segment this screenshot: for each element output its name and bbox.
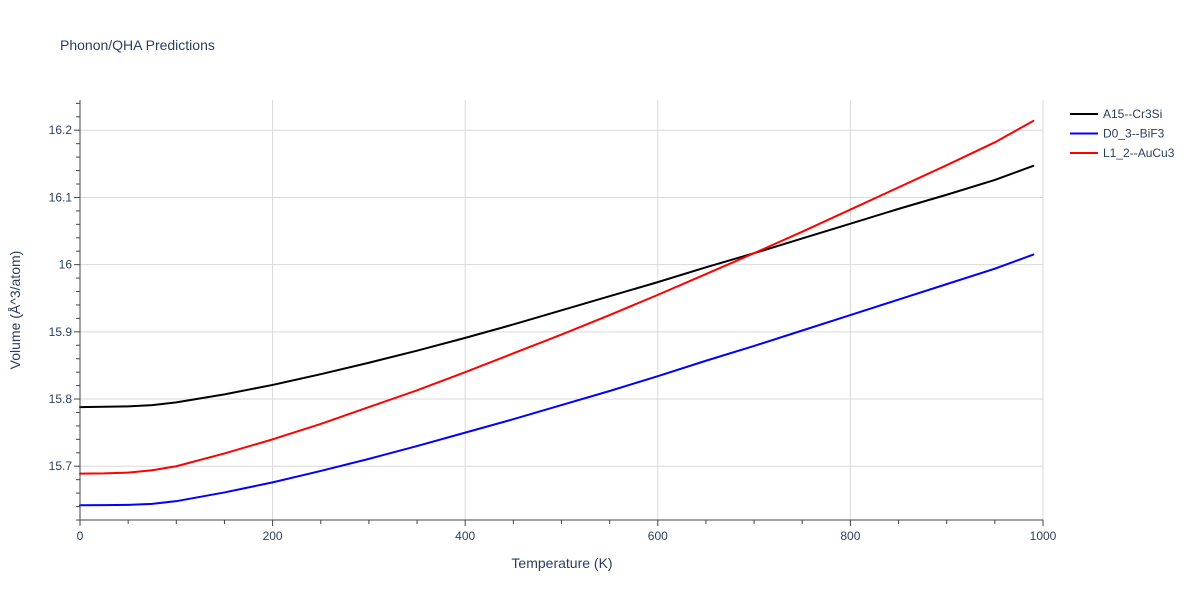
y-axis-title: Volume (Å^3/atom) <box>7 251 23 370</box>
series-line-L1_2--AuCu3 <box>79 119 1035 475</box>
legend-item-D0_3--BiF3[interactable]: D0_3--BiF3 <box>1070 127 1165 141</box>
x-tick-label-1000: 1000 <box>1030 529 1057 543</box>
legend[interactable]: A15--Cr3Si D0_3--BiF3 L1_2--AuCu3 <box>1070 107 1175 160</box>
legend-label: L1_2--AuCu3 <box>1103 146 1175 160</box>
legend-label: A15--Cr3Si <box>1103 107 1162 121</box>
x-axis-title: Temperature (K) <box>511 555 612 571</box>
y-tick-label-16.2: 16.2 <box>49 123 73 137</box>
series-layer <box>79 119 1035 507</box>
series-line-D0_3--BiF3 <box>79 253 1035 507</box>
grid-layer <box>80 100 1044 520</box>
y-tick-label-15.8: 15.8 <box>49 392 73 406</box>
y-tick-label-15.9: 15.9 <box>49 325 73 339</box>
x-tick-label-0: 0 <box>77 529 84 543</box>
series-line-A15--Cr3Si <box>79 164 1035 409</box>
chart-title: Phonon/QHA Predictions <box>60 37 215 53</box>
y-tick-label-16: 16 <box>59 258 73 272</box>
x-tick-label-200: 200 <box>263 529 283 543</box>
x-tick-label-400: 400 <box>455 529 475 543</box>
legend-label: D0_3--BiF3 <box>1103 127 1165 141</box>
x-tick-label-800: 800 <box>840 529 860 543</box>
axis-layer: 0 200 400 600 800 1000 15.7 15.8 15.9 16 16.1 16.2 <box>49 100 1057 543</box>
x-tick-label-600: 600 <box>648 529 668 543</box>
legend-item-L1_2--AuCu3[interactable]: L1_2--AuCu3 <box>1070 146 1175 160</box>
y-tick-label-16.1: 16.1 <box>49 190 73 204</box>
legend-item-A15--Cr3Si[interactable]: A15--Cr3Si <box>1070 107 1162 121</box>
y-tick-label-15.7: 15.7 <box>49 459 73 473</box>
